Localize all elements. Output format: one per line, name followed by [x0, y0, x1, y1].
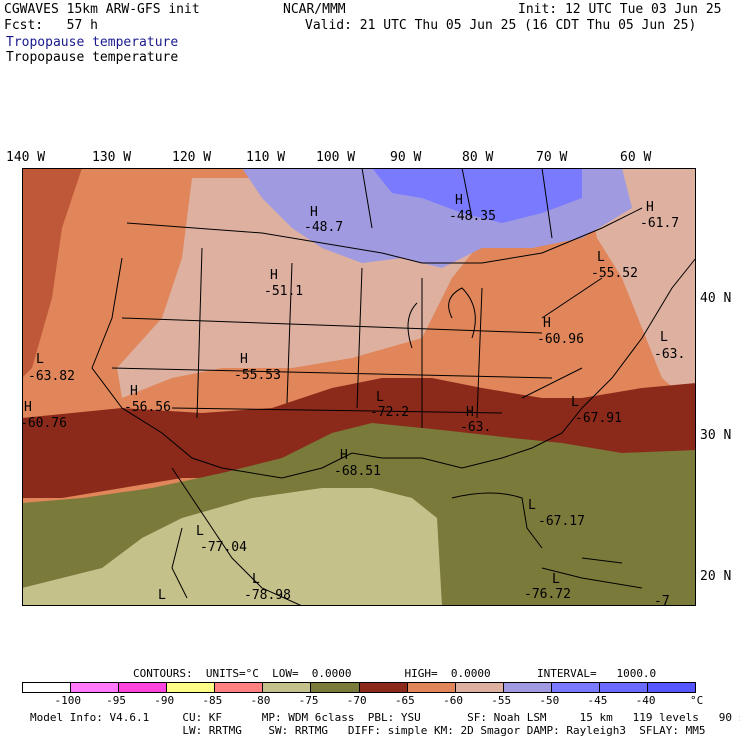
lon-label: 140 W [6, 150, 46, 165]
colorbar-tick-label: -45 [587, 694, 608, 707]
contour-info: CONTOURS: UNITS=°C LOW= 0.0000 HIGH= 0.0… [133, 667, 657, 680]
colorbar-tick-label: -50 [539, 694, 560, 707]
high-marker: H [646, 200, 654, 215]
colorbar-swatch [311, 683, 360, 692]
tropopause-temperature-map [22, 168, 696, 606]
colorbar-swatch [455, 683, 504, 692]
lon-label: 60 W [620, 150, 652, 165]
lon-label: 120 W [172, 150, 212, 165]
high-value: -55.53 [234, 368, 281, 383]
high-value: -60.76 [20, 416, 67, 431]
lon-label: 110 W [246, 150, 286, 165]
model-title: CGWAVES 15km ARW-GFS init [4, 2, 200, 17]
high-marker: H [130, 384, 138, 399]
low-value: -55.52 [591, 266, 638, 281]
field-light-olive-sw [22, 568, 117, 606]
high-marker: H [543, 316, 551, 331]
lon-label: 130 W [92, 150, 132, 165]
field-title-blue: Tropopause temperature [6, 35, 179, 50]
low-marker: L [660, 330, 668, 345]
lat-label: 30 N [700, 428, 732, 443]
colorbar-swatch [71, 683, 120, 692]
colorbar-swatch [503, 683, 552, 692]
colorbar-tick-label: -40 [635, 694, 656, 707]
high-value: -51.1 [264, 284, 304, 299]
lon-label: 100 W [316, 150, 356, 165]
low-marker: L [597, 250, 605, 265]
center-label: NCAR/MMM [283, 2, 346, 17]
low-value: -77.04 [200, 540, 247, 555]
forecast-hour: Fcst: 57 h [4, 18, 98, 33]
low-marker: L [528, 498, 536, 513]
high-value: -48.35 [449, 209, 496, 224]
colorbar-swatch [23, 683, 72, 692]
model-info-line-2: LW: RRTMG SW: RRTMG DIFF: simple KM: 2D … [30, 724, 706, 737]
colorbar-tick-label: -65 [394, 694, 415, 707]
lon-label: 70 W [536, 150, 568, 165]
high-marker: H [24, 400, 32, 415]
lat-label: 40 N [700, 291, 732, 306]
colorbar-tick-label: -85 [202, 694, 223, 707]
model-info-line-1: Model Info: V4.6.1 CU: KF MP: WDM 6class… [30, 711, 740, 724]
field-light-olive [102, 488, 442, 606]
low-value: -7 [654, 594, 670, 609]
colorbar-unit: °C [690, 694, 704, 707]
high-value: -60.96 [537, 332, 584, 347]
lat-label: 20 N [700, 569, 732, 584]
colorbar-swatch [167, 683, 216, 692]
low-value: -78.98 [244, 588, 291, 603]
colorbar-tick-label: -60 [443, 694, 463, 707]
low-value: -63.82 [28, 369, 75, 384]
low-marker: L [552, 572, 560, 587]
lon-label: 90 W [390, 150, 422, 165]
low-value: -63. [654, 347, 686, 362]
colorbar [22, 682, 696, 693]
colorbar-tick-label: -90 [154, 694, 175, 707]
high-value: -48.7 [304, 220, 344, 235]
init-time: Init: 12 UTC Tue 03 Jun 25 [518, 2, 722, 17]
lon-label: 80 W [462, 150, 494, 165]
high-marker: H [310, 205, 318, 220]
low-marker: L [252, 572, 260, 587]
field-salmon-northeast [582, 168, 696, 408]
high-marker: H [270, 268, 278, 283]
colorbar-tick-label: -100 [54, 694, 82, 707]
low-value: -76.72 [524, 587, 571, 602]
low-value: -67.91 [575, 411, 622, 426]
colorbar-swatch [359, 683, 408, 692]
colorbar-swatch [648, 683, 696, 692]
low-value: -72.2 [370, 405, 410, 420]
low-marker: L [158, 588, 166, 603]
colorbar-swatch [215, 683, 264, 692]
high-value: -56.56 [124, 400, 171, 415]
colorbar-tick-label: -75 [298, 694, 319, 707]
low-value: -67.17 [538, 514, 585, 529]
high-marker: H [340, 448, 348, 463]
colorbar-swatch [119, 683, 168, 692]
colorbar-tick-label: -55 [491, 694, 512, 707]
high-value: -61.7 [640, 216, 680, 231]
valid-time: Valid: 21 UTC Thu 05 Jun 25 (16 CDT Thu … [305, 18, 697, 33]
low-marker: L [571, 395, 579, 410]
high-marker: H [240, 352, 248, 367]
low-marker: L [376, 390, 384, 405]
high-value: -63. [460, 420, 492, 435]
colorbar-tick-label: -95 [106, 694, 126, 707]
field-darkred-west [22, 168, 82, 378]
low-marker: L [36, 352, 44, 367]
high-marker: H [455, 193, 463, 208]
colorbar-swatch [551, 683, 600, 692]
high-marker: H [466, 405, 474, 420]
field-blue [372, 168, 582, 223]
low-marker: L [196, 524, 204, 539]
colorbar-swatch [407, 683, 456, 692]
colorbar-tick-label: -70 [346, 694, 367, 707]
colorbar-swatch [263, 683, 312, 692]
colorbar-tick-label: -80 [250, 694, 271, 707]
colorbar-swatch [599, 683, 649, 692]
boundaries [91, 168, 696, 606]
high-value: -68.51 [334, 464, 381, 479]
field-title: Tropopause temperature [6, 50, 179, 65]
